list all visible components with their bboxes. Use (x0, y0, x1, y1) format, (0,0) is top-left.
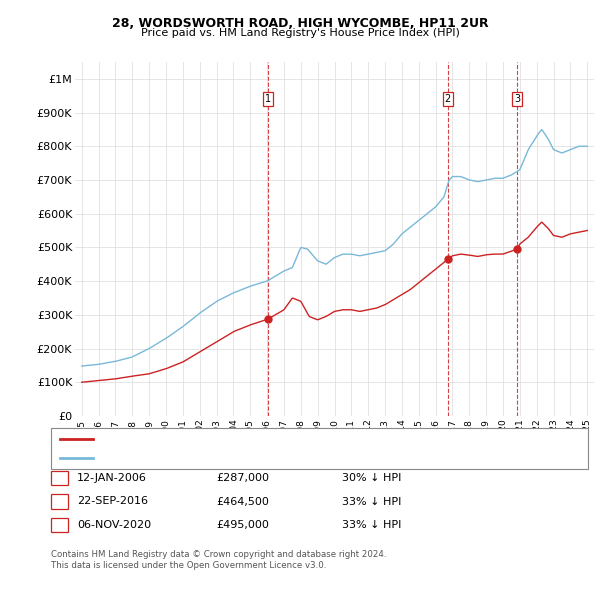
Text: 22-SEP-2016: 22-SEP-2016 (77, 497, 148, 506)
Text: 1: 1 (265, 94, 271, 104)
Text: 1: 1 (56, 473, 63, 483)
Text: 33% ↓ HPI: 33% ↓ HPI (342, 497, 401, 506)
Text: Contains HM Land Registry data © Crown copyright and database right 2024.: Contains HM Land Registry data © Crown c… (51, 550, 386, 559)
Text: This data is licensed under the Open Government Licence v3.0.: This data is licensed under the Open Gov… (51, 560, 326, 569)
Text: 30% ↓ HPI: 30% ↓ HPI (342, 473, 401, 483)
Text: 12-JAN-2006: 12-JAN-2006 (77, 473, 146, 483)
Text: 33% ↓ HPI: 33% ↓ HPI (342, 520, 401, 530)
Text: 06-NOV-2020: 06-NOV-2020 (77, 520, 151, 530)
Text: HPI: Average price, detached house, Buckinghamshire: HPI: Average price, detached house, Buck… (99, 453, 370, 463)
Text: 28, WORDSWORTH ROAD, HIGH WYCOMBE, HP11 2UR: 28, WORDSWORTH ROAD, HIGH WYCOMBE, HP11 … (112, 17, 488, 30)
Text: £287,000: £287,000 (216, 473, 269, 483)
Text: £464,500: £464,500 (216, 497, 269, 506)
Text: £495,000: £495,000 (216, 520, 269, 530)
Text: 2: 2 (56, 497, 63, 506)
Text: 3: 3 (514, 94, 520, 104)
Text: 2: 2 (445, 94, 451, 104)
Text: Price paid vs. HM Land Registry's House Price Index (HPI): Price paid vs. HM Land Registry's House … (140, 28, 460, 38)
Text: 28, WORDSWORTH ROAD, HIGH WYCOMBE, HP11 2UR (detached house): 28, WORDSWORTH ROAD, HIGH WYCOMBE, HP11 … (99, 434, 460, 444)
Text: 3: 3 (56, 520, 63, 530)
